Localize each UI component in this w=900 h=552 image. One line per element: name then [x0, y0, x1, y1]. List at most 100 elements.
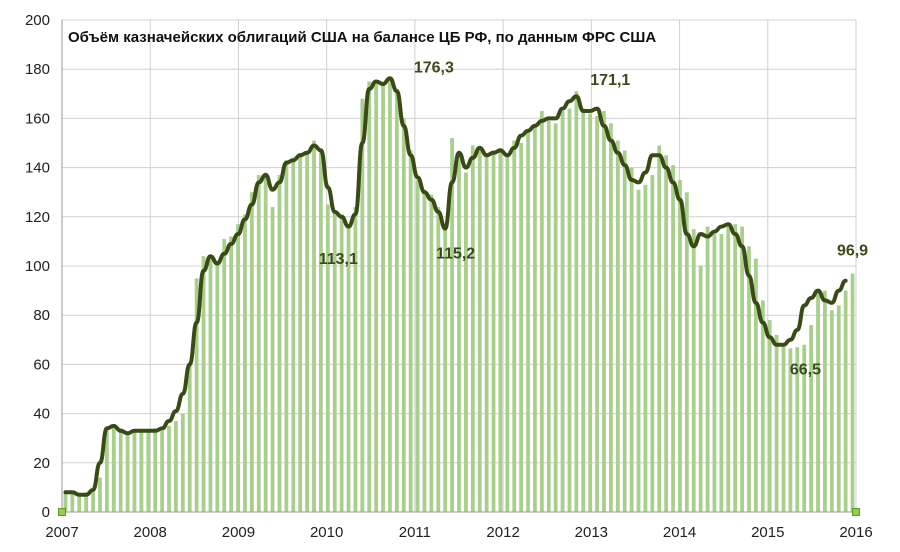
bar [180, 413, 185, 512]
bar [236, 224, 240, 512]
x-tick-label: 2016 [839, 524, 872, 541]
bar [464, 172, 468, 512]
bar [533, 125, 537, 512]
bar [470, 145, 475, 512]
bar [346, 224, 351, 512]
bar [629, 167, 634, 512]
bar [781, 344, 786, 512]
bar [608, 123, 613, 512]
bar [111, 425, 116, 512]
y-tick-label: 40 [33, 406, 50, 423]
y-tick-label: 100 [25, 258, 50, 275]
bar [374, 81, 379, 512]
bar [339, 214, 344, 512]
bar [567, 108, 572, 512]
bar [187, 364, 192, 512]
bar [222, 238, 227, 512]
bar [622, 150, 627, 512]
bar-series [63, 78, 855, 513]
bar [788, 348, 793, 512]
axis-layer: 0 20 40 60 80 100 120 140 160 180 200 2007 2008 2009 2… [25, 12, 873, 541]
bar [146, 430, 151, 512]
y-tick-label: 80 [33, 307, 50, 324]
bar [263, 172, 268, 512]
bar [602, 111, 606, 513]
bar [408, 150, 413, 512]
bar [118, 428, 123, 512]
bar [816, 290, 820, 512]
bar [332, 211, 337, 512]
bar [588, 113, 593, 512]
y-tick-label: 120 [25, 209, 50, 226]
x-tick-label: 2010 [310, 524, 343, 541]
bar [215, 261, 220, 512]
bar [132, 430, 137, 512]
data-label: 115,2 [436, 246, 475, 263]
x-tick-label: 2015 [751, 524, 784, 541]
axis-marker [58, 508, 66, 516]
x-tick-label: 2008 [134, 524, 167, 541]
x-tick-label: 2013 [575, 524, 608, 541]
bar [477, 147, 482, 513]
bar [581, 108, 586, 512]
bar [740, 226, 744, 512]
x-tick-label: 2012 [486, 524, 519, 541]
bar [512, 140, 517, 513]
bar [774, 334, 779, 512]
bar [429, 194, 434, 512]
bar [298, 152, 303, 512]
bar [684, 192, 689, 512]
bar [305, 152, 310, 512]
bar [104, 430, 109, 512]
bar [70, 492, 75, 512]
series-line [63, 76, 848, 497]
data-label: 96,9 [837, 243, 868, 260]
data-label: 171,1 [590, 72, 630, 89]
y-tick-label: 0 [42, 504, 50, 521]
bar [208, 258, 213, 512]
bar [388, 78, 392, 512]
bar [139, 430, 144, 512]
bar [422, 189, 427, 513]
bar [726, 226, 731, 512]
y-tick-label: 180 [25, 61, 50, 78]
bar [125, 433, 130, 512]
bar [595, 115, 599, 512]
bar [498, 147, 503, 513]
bar [91, 489, 95, 512]
bar [256, 174, 261, 513]
x-tick-label: 2009 [222, 524, 255, 541]
bar [539, 111, 544, 513]
x-tick-label: 2014 [663, 524, 696, 541]
bar [691, 229, 696, 512]
bar [443, 228, 448, 512]
annotation-layer: 176,3 113,1 115,2 171,1 66,5 96,9 [319, 59, 868, 378]
line-series [63, 76, 848, 497]
bar [436, 206, 441, 512]
data-label: 176,3 [414, 59, 454, 76]
bar [63, 492, 68, 512]
data-label: 66,5 [790, 361, 821, 378]
bar [201, 256, 206, 512]
bar [394, 88, 399, 512]
bar [829, 310, 834, 512]
y-tick-label: 160 [25, 110, 50, 127]
y-tick-label: 200 [25, 12, 50, 29]
bar [312, 140, 316, 513]
bar [747, 246, 751, 512]
bar [491, 150, 496, 512]
bar [77, 494, 82, 512]
bar [560, 111, 565, 513]
bar [836, 305, 841, 512]
bar [671, 165, 675, 512]
bar [291, 157, 296, 512]
bar [415, 179, 420, 512]
y-tick-label: 60 [33, 356, 50, 373]
bar [823, 290, 827, 512]
chart-title: Объём казначейских облигаций США на бала… [68, 29, 656, 46]
bar [733, 224, 738, 512]
bar [367, 81, 372, 512]
bar [553, 123, 558, 512]
bar [753, 258, 758, 512]
